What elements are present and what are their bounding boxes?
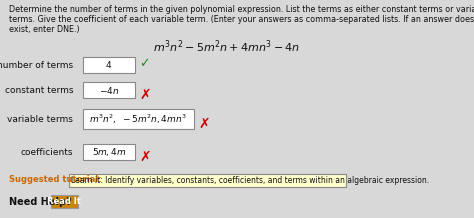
Text: variable terms: variable terms (7, 114, 73, 124)
Text: ✓: ✓ (139, 58, 150, 70)
Text: 4: 4 (106, 61, 111, 70)
Text: exist, enter DNE.): exist, enter DNE.) (9, 25, 79, 34)
Text: terms. Give the coefficient of each variable term. (Enter your answers as comma-: terms. Give the coefficient of each vari… (9, 15, 474, 24)
Text: ✗: ✗ (199, 117, 210, 131)
Text: Learn it: Identify variables, constants, coefficients, and terms within an algeb: Learn it: Identify variables, constants,… (71, 176, 429, 185)
FancyBboxPatch shape (83, 144, 135, 160)
Text: $-4n$: $-4n$ (99, 85, 119, 95)
Text: $m^3n^2 - 5m^2n + 4mn^3 - 4n$: $m^3n^2 - 5m^2n + 4mn^3 - 4n$ (153, 38, 301, 54)
Text: number of terms: number of terms (0, 61, 73, 70)
FancyBboxPatch shape (51, 195, 78, 208)
Text: Determine the number of terms in the given polynomial expression. List the terms: Determine the number of terms in the giv… (9, 5, 474, 14)
FancyBboxPatch shape (69, 174, 346, 187)
Text: constant terms: constant terms (5, 85, 73, 94)
FancyBboxPatch shape (83, 57, 135, 73)
Text: $5m, 4m$: $5m, 4m$ (91, 146, 126, 158)
FancyBboxPatch shape (83, 109, 194, 129)
Text: ✗: ✗ (139, 88, 151, 102)
Text: coefficients: coefficients (21, 148, 73, 157)
Text: Read It: Read It (47, 197, 81, 206)
Text: $m^3n^2,\ -5m^2n, 4mn^3$: $m^3n^2,\ -5m^2n, 4mn^3$ (90, 112, 187, 126)
Text: Suggested tutorial:: Suggested tutorial: (9, 175, 101, 184)
Text: ✗: ✗ (139, 150, 151, 164)
Text: Need Help?: Need Help? (9, 197, 71, 207)
FancyBboxPatch shape (83, 82, 135, 98)
